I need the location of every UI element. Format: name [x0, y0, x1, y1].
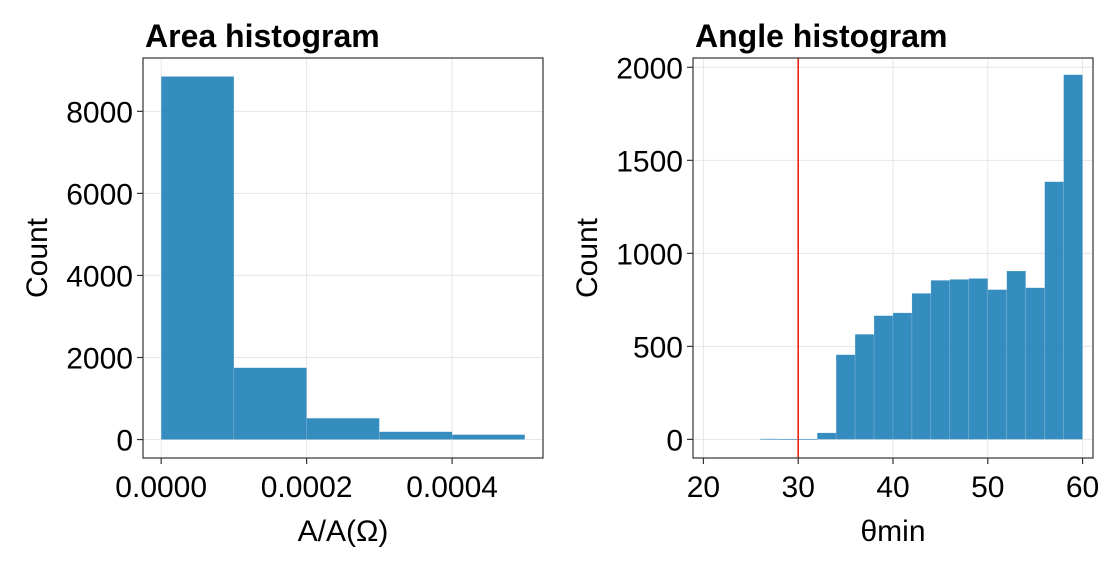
area-y-tick-label: 4000	[66, 260, 133, 293]
area-histogram-bar	[160, 76, 235, 440]
angle-histogram-panel: 20 30 40 50 60 0 500 1000 1500 2000 Angle histogr…	[571, 18, 1099, 548]
angle-y-tick-label: 0	[666, 424, 683, 457]
angle-x-tick-label: 20	[687, 471, 720, 504]
area-histogram-bar	[306, 417, 380, 440]
area-histogram-bar	[233, 367, 307, 440]
angle-y-axis-label: Count	[571, 217, 604, 298]
area-x-tick-label: 0.0002	[261, 471, 353, 504]
angle-histogram-bar	[835, 354, 856, 440]
angle-histogram-bar	[760, 438, 780, 440]
area-y-axis-label: Count	[21, 217, 54, 298]
angle-histogram-bar	[968, 278, 989, 440]
angle-y-tick-label: 1000	[616, 238, 683, 271]
angle-x-tick-label: 30	[782, 471, 815, 504]
angle-y-tick-label: 1500	[616, 145, 683, 178]
angle-histogram-bar	[892, 312, 913, 440]
angle-chart-title: Angle histogram	[695, 18, 947, 54]
area-x-axis-label: A/A(Ω)	[298, 515, 389, 548]
angle-histogram-bar	[930, 280, 951, 440]
area-histogram-bar	[451, 434, 526, 440]
area-histogram-bar	[379, 431, 453, 440]
area-plot-frame	[142, 57, 544, 459]
area-histogram-panel: 0.0000 0.0002 0.0004 0 2000 4000 6000 8000 Area…	[21, 18, 544, 548]
area-y-tick-label: 2000	[66, 342, 133, 375]
angle-histogram-bar	[816, 432, 837, 440]
angle-histogram-bar	[779, 438, 799, 441]
area-y-tick-label: 0	[116, 425, 133, 458]
angle-x-tick-label: 60	[1066, 471, 1099, 504]
area-x-tick-label: 0.0004	[406, 471, 498, 504]
area-chart-title: Area histogram	[145, 18, 380, 54]
angle-x-tick-label: 40	[876, 471, 909, 504]
angle-histogram-bar	[987, 289, 1007, 440]
angle-histogram-bar	[873, 315, 894, 440]
angle-histogram-bar	[797, 438, 818, 441]
area-y-tick-label: 8000	[66, 96, 133, 129]
angle-x-axis-label: θmin	[860, 515, 925, 548]
angle-histogram-bar	[1006, 270, 1026, 440]
angle-histogram-bar	[911, 293, 932, 440]
area-y-tick-label: 6000	[66, 178, 133, 211]
angle-y-tick-label: 500	[633, 331, 683, 364]
angle-x-tick-label: 50	[971, 471, 1004, 504]
angle-histogram-bar	[854, 334, 875, 440]
angle-histogram-bar	[1044, 181, 1064, 440]
area-x-tick-label: 0.0000	[115, 471, 207, 504]
angle-histogram-bar	[1063, 74, 1083, 440]
angle-histogram-bar	[949, 279, 970, 440]
angle-histogram-bar	[1025, 287, 1045, 440]
angle-y-tick-label: 2000	[616, 52, 683, 85]
